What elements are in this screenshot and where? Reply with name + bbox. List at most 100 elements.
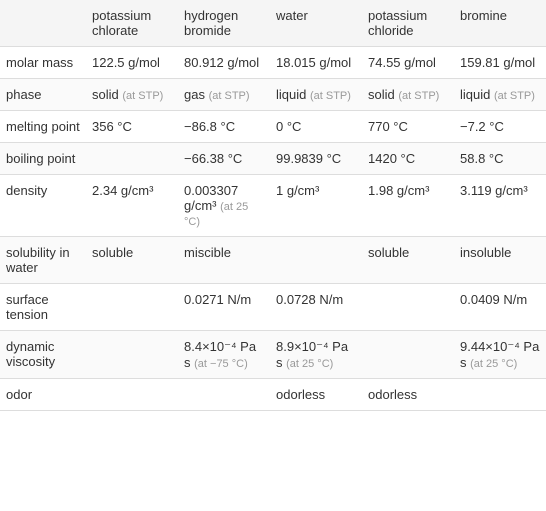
table-cell: solid (at STP)	[362, 79, 454, 111]
cell-value: 122.5 g/mol	[92, 55, 160, 70]
table-row: phasesolid (at STP)gas (at STP)liquid (a…	[0, 79, 546, 111]
cell-value: solid	[368, 87, 395, 102]
table-cell: 159.81 g/mol	[454, 47, 546, 79]
table-cell: soluble	[362, 237, 454, 284]
header-bromine: bromine	[454, 0, 546, 47]
cell-value: miscible	[184, 245, 231, 260]
cell-subtext: (at −75 °C)	[194, 358, 248, 370]
header-potassium-chlorate: potassium chlorate	[86, 0, 178, 47]
table-cell	[86, 284, 178, 331]
properties-table: potassium chlorate hydrogen bromide wate…	[0, 0, 546, 411]
table-cell: 9.44×10⁻⁴ Pa s (at 25 °C)	[454, 331, 546, 379]
cell-value: 1 g/cm³	[276, 183, 319, 198]
table-cell	[362, 331, 454, 379]
table-cell	[86, 379, 178, 411]
cell-value: soluble	[368, 245, 409, 260]
header-row: potassium chlorate hydrogen bromide wate…	[0, 0, 546, 47]
cell-value: 1420 °C	[368, 151, 415, 166]
table-cell: 770 °C	[362, 111, 454, 143]
cell-subtext: (at STP)	[122, 90, 163, 102]
table-cell: 356 °C	[86, 111, 178, 143]
cell-value: −66.38 °C	[184, 151, 242, 166]
row-label: surface tension	[0, 284, 86, 331]
table-cell: 0.0728 N/m	[270, 284, 362, 331]
row-label: odor	[0, 379, 86, 411]
table-cell: liquid (at STP)	[270, 79, 362, 111]
table-cell: 58.8 °C	[454, 143, 546, 175]
table-cell	[454, 379, 546, 411]
table-body: molar mass 122.5 g/mol 80.912 g/mol 18.015 …	[0, 47, 546, 411]
cell-subtext: (at STP)	[310, 90, 351, 102]
cell-subtext: (at STP)	[494, 90, 535, 102]
cell-value: 99.9839 °C	[276, 151, 341, 166]
table-cell	[86, 143, 178, 175]
row-label: dynamic viscosity	[0, 331, 86, 379]
table-header: potassium chlorate hydrogen bromide wate…	[0, 0, 546, 47]
header-water: water	[270, 0, 362, 47]
table-cell: 80.912 g/mol	[178, 47, 270, 79]
table-cell: 8.4×10⁻⁴ Pa s (at −75 °C)	[178, 331, 270, 379]
cell-value: 0 °C	[276, 119, 301, 134]
cell-value: 80.912 g/mol	[184, 55, 259, 70]
cell-value: liquid	[460, 87, 490, 102]
row-label: melting point	[0, 111, 86, 143]
header-hydrogen-bromide: hydrogen bromide	[178, 0, 270, 47]
table-cell: −7.2 °C	[454, 111, 546, 143]
table-cell: soluble	[86, 237, 178, 284]
table-cell: liquid (at STP)	[454, 79, 546, 111]
cell-value: 2.34 g/cm³	[92, 183, 153, 198]
table-cell	[362, 284, 454, 331]
table-cell: 0.0409 N/m	[454, 284, 546, 331]
table-cell: gas (at STP)	[178, 79, 270, 111]
row-label: molar mass	[0, 47, 86, 79]
table-cell: 122.5 g/mol	[86, 47, 178, 79]
row-label: phase	[0, 79, 86, 111]
cell-subtext: (at 25 °C)	[470, 358, 517, 370]
cell-value: −7.2 °C	[460, 119, 504, 134]
table-cell: 3.119 g/cm³	[454, 175, 546, 237]
cell-value: odorless	[368, 387, 417, 402]
table-cell: 1.98 g/cm³	[362, 175, 454, 237]
table-row: surface tension 0.0271 N/m0.0728 N/m 0.040…	[0, 284, 546, 331]
table-cell: −66.38 °C	[178, 143, 270, 175]
table-cell: 2.34 g/cm³	[86, 175, 178, 237]
cell-value: 0.0409 N/m	[460, 292, 527, 307]
table-cell: miscible	[178, 237, 270, 284]
cell-subtext: (at STP)	[209, 90, 250, 102]
cell-value: 3.119 g/cm³	[460, 183, 528, 198]
table-row: odor odorless odorless	[0, 379, 546, 411]
cell-value: soluble	[92, 245, 133, 260]
table-cell: 99.9839 °C	[270, 143, 362, 175]
cell-value: odorless	[276, 387, 325, 402]
cell-value: gas	[184, 87, 205, 102]
cell-value: 18.015 g/mol	[276, 55, 351, 70]
cell-value: liquid	[276, 87, 306, 102]
table-row: molar mass 122.5 g/mol 80.912 g/mol 18.015 …	[0, 47, 546, 79]
cell-subtext: (at 25 °C)	[286, 358, 333, 370]
table-cell: 1 g/cm³	[270, 175, 362, 237]
table-cell: 0.003307 g/cm³ (at 25 °C)	[178, 175, 270, 237]
header-blank	[0, 0, 86, 47]
table-row: solubility in water soluble miscible solubl…	[0, 237, 546, 284]
table-cell: −86.8 °C	[178, 111, 270, 143]
cell-value: 74.55 g/mol	[368, 55, 436, 70]
table-cell: 0.0271 N/m	[178, 284, 270, 331]
row-label: solubility in water	[0, 237, 86, 284]
header-potassium-chloride: potassium chloride	[362, 0, 454, 47]
table-cell: 0 °C	[270, 111, 362, 143]
table-cell: 1420 °C	[362, 143, 454, 175]
table-cell: 8.9×10⁻⁴ Pa s (at 25 °C)	[270, 331, 362, 379]
cell-value: solid	[92, 87, 119, 102]
cell-value: 770 °C	[368, 119, 408, 134]
cell-value: 58.8 °C	[460, 151, 504, 166]
table-cell: odorless	[362, 379, 454, 411]
table-cell	[178, 379, 270, 411]
cell-value: 356 °C	[92, 119, 132, 134]
cell-subtext: (at STP)	[398, 90, 439, 102]
table-cell	[270, 237, 362, 284]
table-row: boiling point−66.38 °C99.9839 °C1420 °C5…	[0, 143, 546, 175]
cell-value: −86.8 °C	[184, 119, 235, 134]
row-label: density	[0, 175, 86, 237]
table-cell: 18.015 g/mol	[270, 47, 362, 79]
table-cell: insoluble	[454, 237, 546, 284]
